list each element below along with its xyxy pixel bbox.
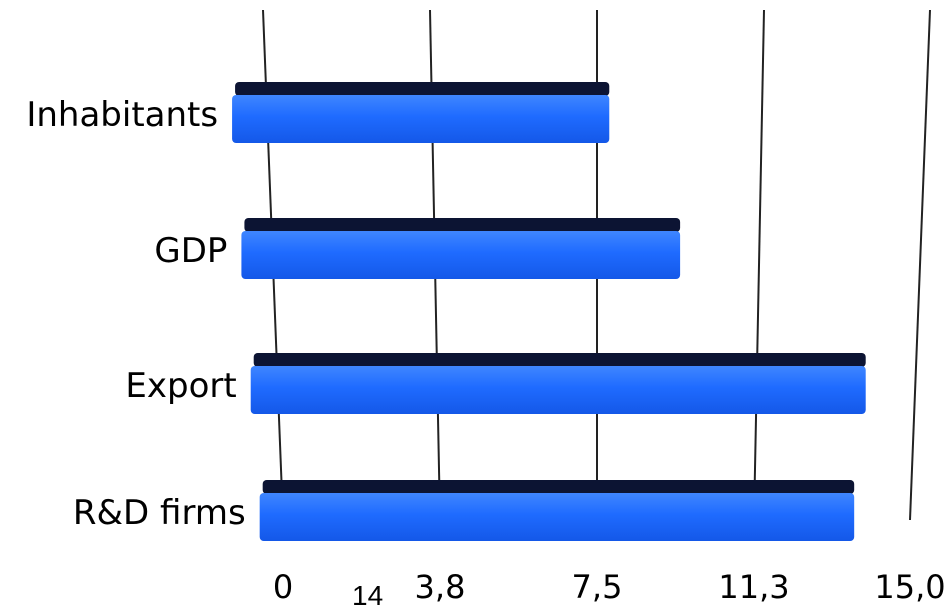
bars	[232, 82, 866, 541]
page-number: 14	[352, 580, 384, 611]
bar-top	[235, 82, 610, 96]
bar	[232, 95, 610, 143]
bar	[259, 493, 855, 541]
category-labels: Inhabitants GDP Export R&D firms	[26, 95, 245, 533]
gridline	[909, 9, 931, 521]
bar-top	[262, 480, 855, 494]
x-tick-label: 7,5	[572, 568, 623, 606]
bar	[241, 231, 681, 279]
category-label: Export	[125, 366, 236, 406]
gridline	[753, 9, 765, 521]
x-axis-tick-labels: 0 3,8 7,5 11,3 15,0	[273, 568, 946, 606]
category-label: GDP	[154, 231, 227, 271]
bar-top	[244, 218, 681, 232]
x-tick-label: 3,8	[415, 568, 466, 606]
category-label: Inhabitants	[26, 95, 218, 135]
x-tick-label: 15,0	[874, 568, 945, 606]
bar	[250, 366, 866, 414]
x-tick-label: 11,3	[718, 568, 789, 606]
bar-top	[253, 353, 866, 367]
x-tick-label: 0	[273, 568, 293, 606]
category-label: R&D firms	[73, 493, 246, 533]
